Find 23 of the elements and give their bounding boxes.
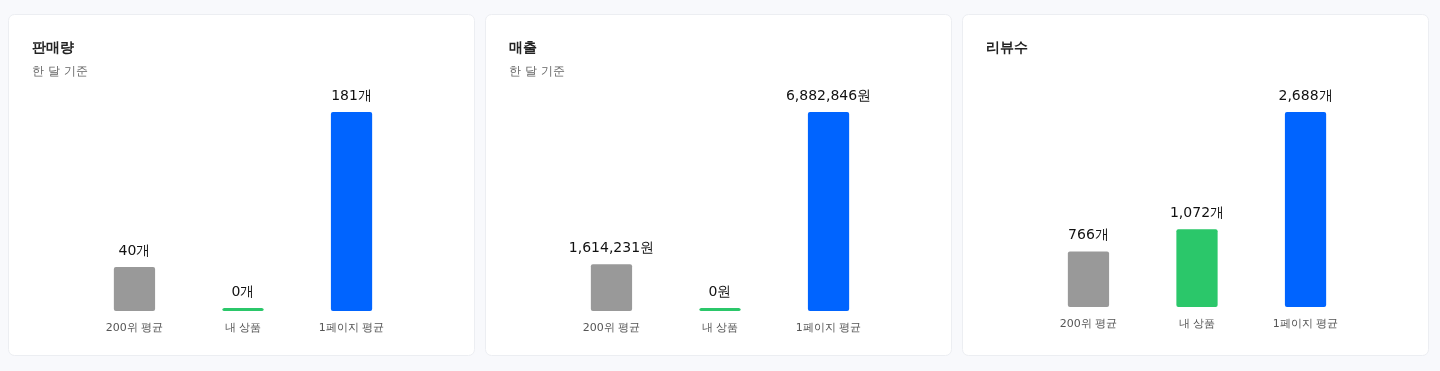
x-tick-label: 200위 평균 bbox=[582, 321, 641, 334]
x-tick-label: 1페이지 평균 bbox=[318, 321, 385, 334]
data-label: 40개 bbox=[118, 242, 151, 259]
data-label: 2,688개 bbox=[1278, 87, 1333, 103]
data-label: 181개 bbox=[331, 87, 372, 103]
data-label: 1,072개 bbox=[1169, 204, 1225, 221]
chart-subtitle: 한 달 기준 bbox=[32, 64, 88, 78]
chart-title: 판매량 bbox=[32, 39, 74, 55]
chart-title: 리뷰수 bbox=[986, 39, 1028, 55]
x-tick-label: 내 상품 bbox=[224, 321, 262, 334]
data-label: 0원 bbox=[708, 283, 732, 299]
x-tick-label: 내 상품 bbox=[1178, 317, 1216, 330]
chart-subtitle: 한 달 기준 bbox=[509, 64, 565, 78]
x-tick-label: 1페이지 평균 bbox=[1272, 317, 1339, 330]
x-tick-label: 내 상품 bbox=[701, 321, 739, 334]
data-label: 766개 bbox=[1068, 226, 1109, 243]
chart-title: 매출 bbox=[509, 39, 537, 55]
x-tick-label: 1페이지 평균 bbox=[795, 321, 862, 334]
x-tick-label: 200위 평균 bbox=[105, 321, 164, 334]
data-label: 6,882,846원 bbox=[785, 87, 872, 103]
data-label: 1,614,231원 bbox=[568, 239, 655, 256]
data-label: 0개 bbox=[231, 283, 255, 299]
x-tick-label: 200위 평균 bbox=[1059, 317, 1118, 330]
